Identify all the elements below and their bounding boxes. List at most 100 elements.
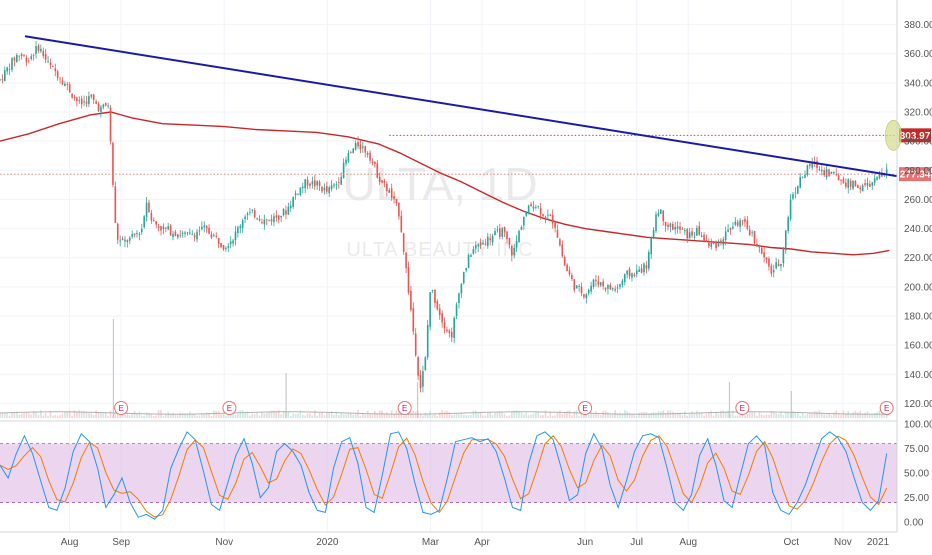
candle-body[interactable] <box>30 56 33 59</box>
candle-body[interactable] <box>506 231 508 240</box>
candle-body[interactable] <box>724 231 727 241</box>
candle-body[interactable] <box>1 79 4 81</box>
candle-body[interactable] <box>92 94 95 100</box>
candle-body[interactable] <box>364 146 367 153</box>
candle-body[interactable] <box>650 236 653 255</box>
candle-body[interactable] <box>489 238 492 241</box>
trendline-layer[interactable] <box>24 35 898 178</box>
candle-body[interactable] <box>857 185 859 189</box>
candle-body[interactable] <box>811 162 814 168</box>
candle-body[interactable] <box>189 232 191 234</box>
candle-body[interactable] <box>518 231 520 243</box>
candle-body[interactable] <box>220 243 222 248</box>
moving-average-line[interactable] <box>0 111 890 256</box>
candle-body[interactable] <box>796 186 799 194</box>
candle-body[interactable] <box>119 240 121 242</box>
candle-body[interactable] <box>453 317 455 338</box>
candle-body[interactable] <box>700 235 703 237</box>
candle-body[interactable] <box>780 263 782 267</box>
candle-body[interactable] <box>813 161 816 163</box>
candle-body[interactable] <box>66 83 69 85</box>
candle-body[interactable] <box>748 229 751 235</box>
candle-body[interactable] <box>414 333 417 356</box>
candle-body[interactable] <box>664 221 667 226</box>
candle-body[interactable] <box>16 55 18 62</box>
candle-body[interactable] <box>222 245 225 250</box>
candle-body[interactable] <box>861 185 864 192</box>
candle-body[interactable] <box>138 234 141 235</box>
candle-body[interactable] <box>840 180 842 181</box>
trendline[interactable] <box>24 35 898 178</box>
candle-body[interactable] <box>100 106 102 113</box>
candle-body[interactable] <box>186 232 189 234</box>
candle-body[interactable] <box>112 142 114 185</box>
candle-body[interactable] <box>150 212 153 221</box>
candle-body[interactable] <box>818 169 821 171</box>
candle-body[interactable] <box>847 179 850 188</box>
candle-body[interactable] <box>174 231 177 236</box>
candle-body[interactable] <box>431 290 434 291</box>
candle-body[interactable] <box>241 220 244 229</box>
candle-body[interactable] <box>482 242 484 245</box>
candle-body[interactable] <box>354 143 357 150</box>
candle-body[interactable] <box>263 219 266 225</box>
candle-body[interactable] <box>193 235 196 238</box>
candle-body[interactable] <box>684 230 686 232</box>
candle-body[interactable] <box>237 227 239 233</box>
candle-body[interactable] <box>554 222 556 228</box>
candle-body[interactable] <box>417 357 419 376</box>
candle-body[interactable] <box>306 179 309 186</box>
candle-body[interactable] <box>71 94 73 98</box>
candle-body[interactable] <box>472 248 475 254</box>
candle-body[interactable] <box>378 176 381 183</box>
candle-body[interactable] <box>244 216 246 220</box>
candle-body[interactable] <box>638 269 640 272</box>
candle-body[interactable] <box>335 183 338 185</box>
candle-body[interactable] <box>11 58 13 70</box>
candle-body[interactable] <box>25 57 28 63</box>
candle-body[interactable] <box>246 213 249 216</box>
candle-body[interactable] <box>313 180 316 187</box>
candle-body[interactable] <box>215 235 218 237</box>
candle-body[interactable] <box>513 247 516 256</box>
candle-body[interactable] <box>715 242 717 249</box>
candle-body[interactable] <box>229 241 232 245</box>
candle-body[interactable] <box>76 97 78 102</box>
candle-body[interactable] <box>359 144 362 150</box>
candle-body[interactable] <box>494 230 496 235</box>
candle-body[interactable] <box>871 182 874 186</box>
candle-body[interactable] <box>287 206 290 215</box>
candle-body[interactable] <box>225 247 227 250</box>
candle-body[interactable] <box>530 204 532 207</box>
candle-body[interactable] <box>746 220 749 229</box>
candle-body[interactable] <box>83 101 85 103</box>
candle-body[interactable] <box>395 199 398 204</box>
candle-body[interactable] <box>20 54 23 56</box>
candle-body[interactable] <box>876 177 878 180</box>
candle-body[interactable] <box>835 174 838 175</box>
candle-body[interactable] <box>698 226 701 235</box>
earnings-marker[interactable] <box>397 401 412 415</box>
candle-body[interactable] <box>708 242 710 247</box>
candle-body[interactable] <box>587 289 590 294</box>
candle-body[interactable] <box>450 332 453 338</box>
candle-body[interactable] <box>878 174 881 179</box>
candle-body[interactable] <box>583 294 585 298</box>
candle-body[interactable] <box>88 96 90 105</box>
candle-body[interactable] <box>383 181 386 183</box>
candle-body[interactable] <box>23 54 25 56</box>
candle-body[interactable] <box>136 233 138 235</box>
candle-body[interactable] <box>592 279 595 287</box>
candle-body[interactable] <box>0 79 1 81</box>
candle-body[interactable] <box>419 374 422 389</box>
candle-body[interactable] <box>631 273 633 278</box>
candle-body[interactable] <box>859 187 862 190</box>
candle-body[interactable] <box>95 101 97 104</box>
candle-body[interactable] <box>820 170 823 172</box>
candle-body[interactable] <box>580 286 583 294</box>
candle-body[interactable] <box>511 246 513 256</box>
candle-body[interactable] <box>121 238 124 240</box>
candle-body[interactable] <box>787 217 789 232</box>
candle-body[interactable] <box>345 159 347 164</box>
candle-body[interactable] <box>696 228 698 236</box>
